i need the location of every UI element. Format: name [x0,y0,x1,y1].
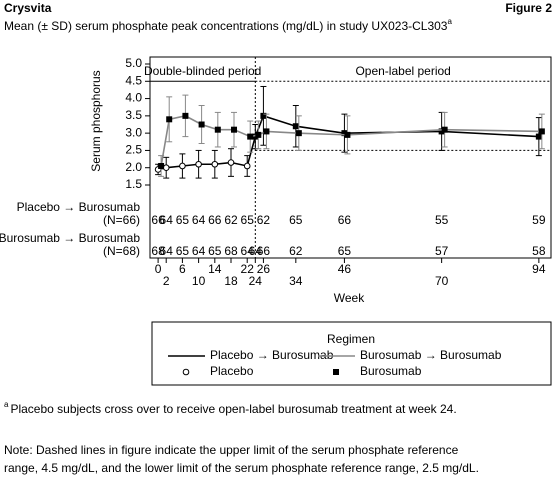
x-tick-label: 14 [208,262,222,276]
marker [535,133,542,140]
footnote-marker: a [4,400,9,409]
marker [166,116,173,123]
n-at-risk: 64 [241,244,255,258]
legend-label: Burosumab → Burosumab [360,348,502,362]
annotation: Open-label period [355,64,450,78]
legend-marker [182,368,190,376]
x-tick-label: 46 [338,262,352,276]
marker [231,126,238,133]
marker [292,123,299,130]
y-tick-label: 3.5 [125,108,142,122]
n-at-risk: 68 [224,244,238,258]
n-at-risk: 58 [532,244,546,258]
y-tick-label: 5.0 [125,56,142,70]
marker [344,131,351,138]
x-tick-label: 6 [179,262,186,276]
note-line: Note: Dashed lines in figure indicate th… [4,443,459,457]
n-row-count: (N=66) [103,213,140,227]
n-at-risk: 68 [151,244,165,258]
x-tick-label: 22 [241,262,255,276]
n-at-risk: 65 [208,244,222,258]
n-at-risk: 64 [249,244,263,258]
marker [243,162,251,170]
title: Crysvita [4,1,52,15]
n-at-risk: 64 [192,213,206,227]
x-tick-label: 0 [155,262,162,276]
note-line: range, 4.5 mg/dL, and the lower limit of… [4,461,479,475]
n-at-risk: 66 [257,244,271,258]
footnote: a Placebo subjects cross over to receive … [4,400,457,416]
marker [195,160,202,168]
figure-label: Figure 2 [505,1,552,15]
marker [260,112,267,119]
n-at-risk: 62 [224,213,238,227]
n-at-risk: 65 [176,244,190,258]
y-axis-label: Serum phosphorus [89,70,103,171]
annotation: Double-blinded period [144,64,261,78]
n-at-risk: 64 [160,244,174,258]
n-at-risk: 64 [160,213,174,227]
subtitle-note: a [447,17,452,26]
x-tick-label: 24 [249,274,263,288]
n-row-label: Placebo → Burosumab [17,200,141,214]
x-tick-label: 10 [192,274,206,288]
y-tick-label: 2.5 [125,143,142,157]
marker [211,160,219,168]
marker [227,159,235,166]
n-at-risk: 64 [192,244,206,258]
n-row-count: (N=68) [103,244,140,258]
y-tick-label: 3.0 [125,125,142,139]
x-tick-label: 18 [224,274,238,288]
n-at-risk: 62 [289,244,303,258]
legend-box [151,321,552,386]
n-at-risk: 57 [435,244,449,258]
marker [158,162,165,169]
n-at-risk: 65 [176,213,190,227]
legend-label: Placebo [210,364,254,378]
marker [441,126,448,133]
marker [182,112,189,119]
legend-title: Regimen [327,332,375,346]
y-tick-label: 4.5 [125,73,142,87]
n-at-risk: 59 [532,213,546,227]
legend-label: Placebo → Burosumab [210,348,334,362]
n-at-risk: 65 [289,213,303,227]
n-at-risk: 62 [257,213,271,227]
footnote-text: Placebo subjects cross over to receive o… [10,402,456,416]
n-row-label: Burosumab → Burosumab [0,231,140,245]
marker [179,162,186,170]
legend-label: Burosumab [360,364,422,378]
x-tick-label: 2 [163,274,170,288]
marker [538,128,545,135]
x-tick-label: 70 [435,274,449,288]
x-tick-label: 94 [532,262,546,276]
marker [255,131,262,138]
n-at-risk: 65 [241,213,255,227]
n-at-risk: 66 [338,213,352,227]
y-tick-label: 1.5 [125,177,142,191]
x-tick-label: 34 [289,274,303,288]
n-at-risk: 55 [435,213,449,227]
marker [162,164,170,172]
plot-frame [149,56,552,259]
marker [263,128,270,135]
n-at-risk: 66 [151,213,165,227]
x-axis-label: Week [334,291,365,305]
subtitle-text: Mean (± SD) serum phosphate peak concent… [4,19,448,33]
marker [295,130,302,137]
marker [247,133,254,140]
subtitle: Mean (± SD) serum phosphate peak concent… [4,17,452,33]
marker [198,121,205,128]
y-tick-label: 2.0 [125,160,142,174]
marker [252,133,259,140]
n-at-risk: 66 [208,213,222,227]
legend-marker [333,369,339,375]
y-tick-label: 4.0 [125,91,142,105]
marker [214,126,221,133]
n-at-risk: 65 [338,244,352,258]
x-tick-label: 26 [257,262,271,276]
